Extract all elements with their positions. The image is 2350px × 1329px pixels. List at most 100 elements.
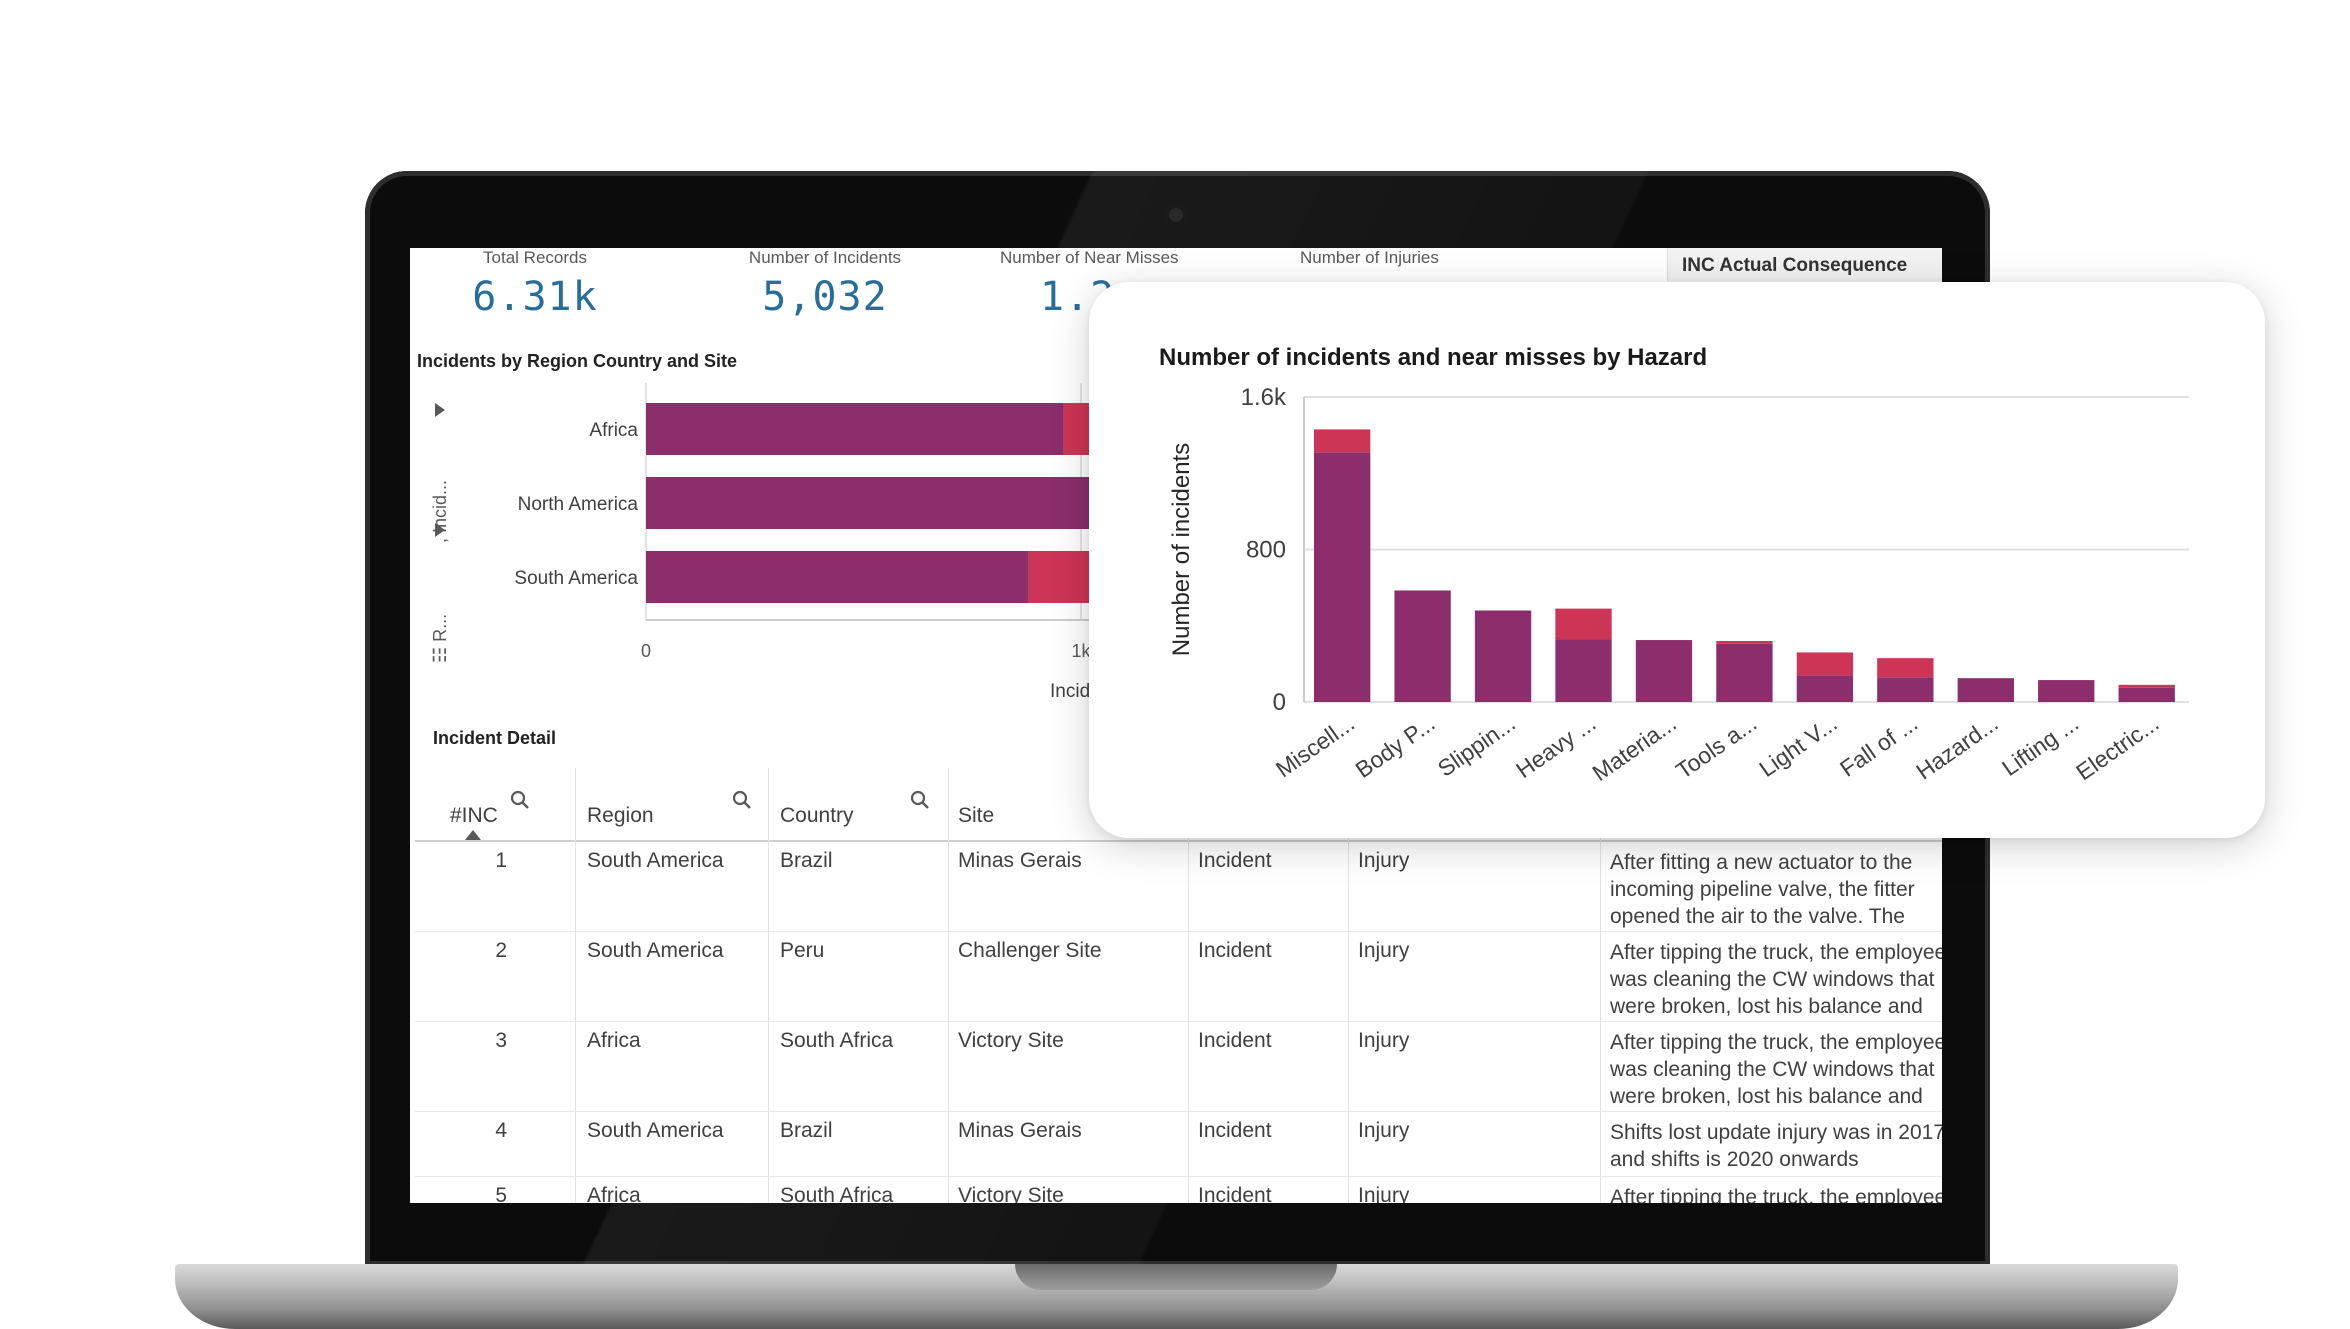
- column-header-inc[interactable]: #INC: [415, 768, 575, 840]
- column-divider: [1348, 768, 1349, 1203]
- cell-country: Brazil: [780, 849, 833, 872]
- bar-segment: [1796, 675, 1854, 702]
- cell-type: Incident: [1198, 1184, 1272, 1203]
- column-header-site[interactable]: Site: [950, 768, 1190, 840]
- column-divider: [1188, 768, 1189, 1203]
- column-header-region[interactable]: Region: [577, 768, 767, 840]
- bar-segment: [2038, 680, 2095, 702]
- cell-site: Minas Gerais: [958, 1119, 1082, 1142]
- cell-category: Injury: [1358, 849, 1410, 872]
- column-divider: [768, 768, 769, 1203]
- column-divider: [948, 768, 949, 1203]
- kpi-value: 5,032: [762, 274, 888, 320]
- bar-segment: [1716, 641, 1773, 644]
- bar-segment: [646, 551, 1029, 603]
- kpi-label: Total Records: [483, 248, 587, 267]
- cell-region: South America: [587, 1119, 724, 1142]
- cell-category: Injury: [1358, 939, 1410, 962]
- x-tick-label: Hazard...: [1911, 710, 2002, 785]
- bar-segment: [1314, 452, 1371, 702]
- kpi-label: Number of Near Misses: [1000, 248, 1179, 267]
- bar-segment: [1314, 429, 1371, 453]
- bar-segment: [1716, 643, 1773, 702]
- column-header-label: #INC: [450, 804, 498, 827]
- x-tick-label: Light V...: [1754, 710, 1842, 782]
- cell-inc: 4: [495, 1119, 507, 1142]
- cell-description: Shifts lost update injury was in 2017 an…: [1610, 1121, 1942, 1171]
- cell-region: South America: [587, 849, 724, 872]
- expand-arrow-icon[interactable]: [435, 403, 445, 417]
- hazard-chart-title: Number of incidents and near misses by H…: [1159, 344, 1708, 371]
- kpi-label: Number of Injuries: [1300, 248, 1439, 267]
- cell-region: Africa: [587, 1029, 641, 1052]
- cell-site: Minas Gerais: [958, 849, 1082, 872]
- webcam: [1165, 204, 1187, 226]
- kpi-total-records[interactable]: Total Records 6.31k: [465, 248, 605, 320]
- cell-inc: 5: [495, 1184, 507, 1203]
- column-header-country[interactable]: Country: [770, 768, 948, 840]
- cell-category: Injury: [1358, 1119, 1410, 1142]
- x-tick-label: Materia...: [1587, 710, 1680, 786]
- sort-ascending-icon[interactable]: [465, 830, 481, 840]
- y-tick-label: 800: [1246, 537, 1286, 564]
- table-row[interactable]: 1 South America Brazil Minas Gerais Inci…: [415, 842, 1942, 933]
- kpi-number-of-near-misses[interactable]: Number of Near Misses 1.2: [1000, 248, 1220, 320]
- bar-segment: [2118, 687, 2175, 702]
- column-header-label: Region: [587, 804, 654, 827]
- table-row[interactable]: 3 Africa South Africa Victory Site Incid…: [415, 1022, 1942, 1113]
- bar-category-label: Africa: [589, 420, 638, 441]
- x-tick-label: Miscell...: [1271, 710, 1359, 783]
- cell-region: Africa: [587, 1184, 641, 1203]
- y-tick-label: 0: [1273, 689, 1286, 716]
- bar-segment: [1957, 678, 2014, 702]
- table-row[interactable]: 2 South America Peru Challenger Site Inc…: [415, 932, 1942, 1023]
- cell-region: South America: [587, 939, 724, 962]
- expand-arrow-icon[interactable]: [435, 523, 445, 537]
- cell-type: Incident: [1198, 939, 1272, 962]
- cell-description: After tipping the truck, the employee wa…: [1610, 1031, 1942, 1113]
- header-divider: [415, 840, 1942, 842]
- hazard-chart-card[interactable]: Number of incidents and near misses by H…: [1089, 282, 2265, 838]
- cell-type: Incident: [1198, 1119, 1272, 1142]
- x-tick-label: 1k: [1071, 641, 1091, 661]
- search-icon[interactable]: [910, 790, 930, 810]
- cell-site: Victory Site: [958, 1184, 1064, 1203]
- column-divider: [575, 768, 576, 1203]
- region-chart-title: Incidents by Region Country and Site: [417, 351, 738, 371]
- table-row[interactable]: 4 South America Brazil Minas Gerais Inci…: [415, 1112, 1942, 1177]
- bar-category-label: North America: [518, 494, 639, 515]
- bar-category-label: South America: [514, 568, 638, 589]
- cell-inc: 1: [495, 849, 507, 872]
- column-header-label: Country: [780, 804, 854, 827]
- bar-segment: [646, 403, 1064, 455]
- cell-site: Challenger Site: [958, 939, 1102, 962]
- table-row[interactable]: 5 Africa South Africa Victory Site Incid…: [415, 1177, 1942, 1203]
- bar-segment: [1877, 658, 1934, 678]
- kpi-number-of-injuries[interactable]: Number of Injuries: [1300, 248, 1460, 274]
- cell-description: After tipping the truck, the employee wa…: [1610, 941, 1942, 1023]
- cell-inc: 3: [495, 1029, 507, 1052]
- x-tick-label: Slippin...: [1433, 710, 1520, 782]
- bar-segment: [1555, 608, 1612, 640]
- cell-country: Peru: [780, 939, 825, 962]
- search-icon[interactable]: [510, 790, 530, 810]
- cell-description: After tipping the truck, the employee: [1610, 1186, 1942, 1203]
- bar-segment: [1635, 640, 1693, 702]
- cell-type: Incident: [1198, 849, 1272, 872]
- hazard-bar-chart[interactable]: 0 800 1.6k Number of incidents Miscell...Bod…: [1089, 282, 2265, 838]
- bar-segment: [1555, 639, 1612, 702]
- dimension-controls: , Incid... ☷ R...: [430, 403, 460, 873]
- x-tick-label: Electric...: [2071, 710, 2163, 786]
- laptop-notch: [1015, 1264, 1337, 1290]
- x-tick-label: Body P...: [1351, 710, 1440, 783]
- cell-inc: 2: [495, 939, 507, 962]
- bar-segment: [1474, 610, 1532, 702]
- x-tick-label: Tools a...: [1671, 710, 1761, 784]
- x-tick-label: Lifting ...: [1997, 710, 2083, 781]
- cell-country: South Africa: [780, 1184, 894, 1203]
- search-icon[interactable]: [732, 790, 752, 810]
- cell-country: South Africa: [780, 1029, 894, 1052]
- y-tick-label: 1.6k: [1241, 384, 1287, 411]
- consequence-panel-title[interactable]: INC Actual Consequence: [1667, 248, 1942, 284]
- kpi-number-of-incidents[interactable]: Number of Incidents 5,032: [730, 248, 920, 320]
